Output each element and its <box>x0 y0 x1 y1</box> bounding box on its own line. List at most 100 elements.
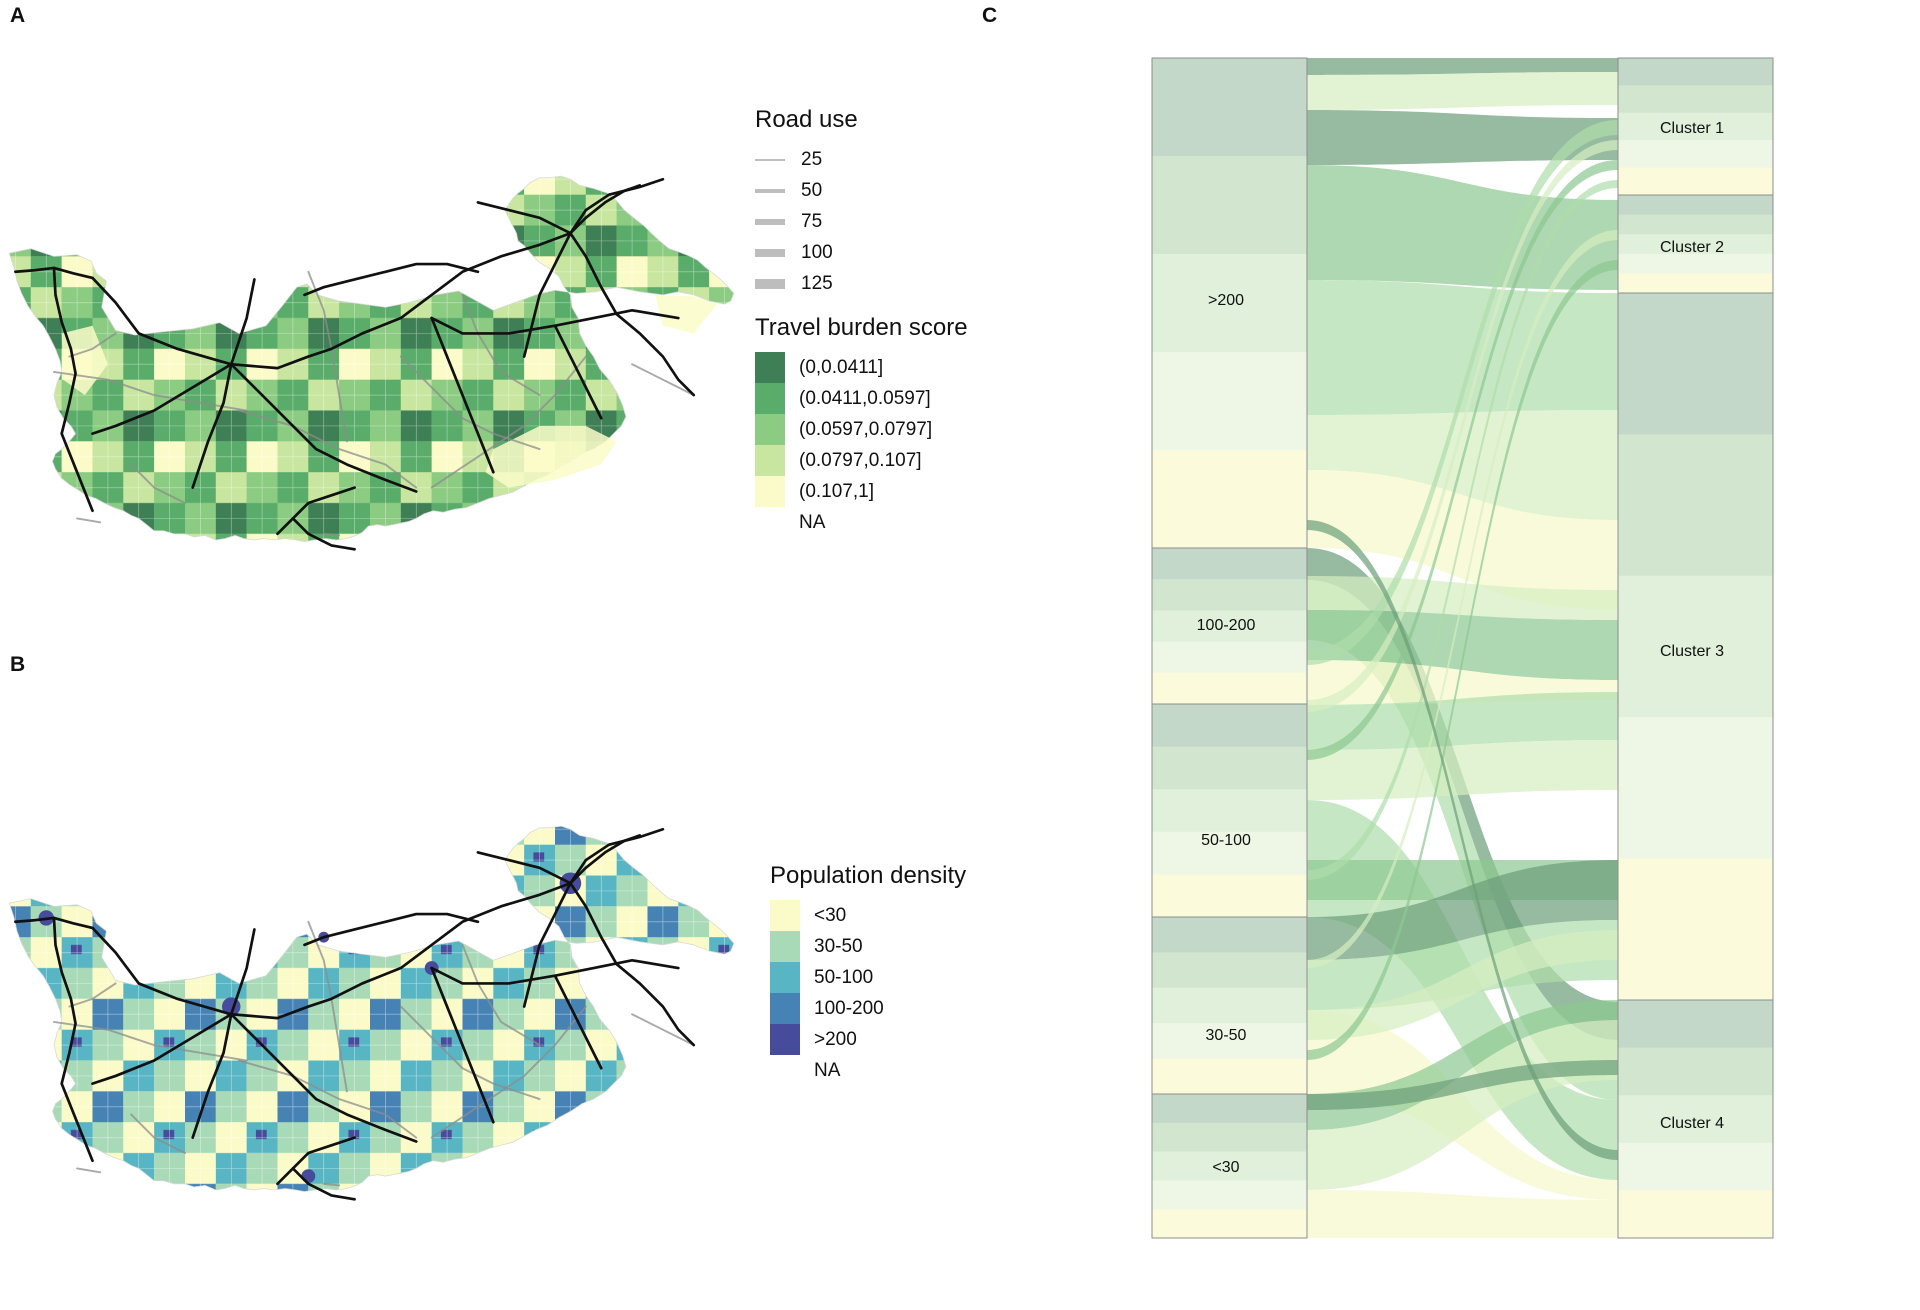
right-stratum-band <box>1618 717 1773 860</box>
color-swatch <box>755 383 785 414</box>
travel-burden-legend: Travel burden score (0,0.0411] (0.0411,0… <box>755 314 968 538</box>
left-stratum-band <box>1152 1122 1307 1153</box>
right-stratum-band <box>1618 273 1773 294</box>
road-use-legend-item: 50 <box>755 175 858 206</box>
travel-burden-label: (0,0.0411] <box>799 356 884 378</box>
left-stratum-label: <30 <box>1212 1159 1239 1176</box>
travel-burden-na-label: NA <box>799 511 826 533</box>
left-stratum-band <box>1152 610 1307 643</box>
alluvial-diagram: >200 100-200 50-100 30-50 <30 Cluster 1 … <box>1151 57 1774 1239</box>
left-stratum-band <box>1152 874 1307 918</box>
right-stratum-label: Cluster 4 <box>1660 1115 1724 1132</box>
color-swatch <box>770 993 800 1024</box>
left-stratum-band <box>1152 450 1307 549</box>
right-stratum-band <box>1618 195 1773 216</box>
road-line-swatch <box>755 278 785 289</box>
left-stratum-band <box>1152 1151 1307 1181</box>
alluvial-flow <box>1307 140 1618 712</box>
population-density-label: 30-50 <box>814 935 863 957</box>
left-stratum-band <box>1152 1058 1307 1095</box>
alluvial-flow <box>1307 160 1618 760</box>
alluvial-flow <box>1307 58 1618 75</box>
population-density-legend-item: 100-200 <box>770 993 966 1024</box>
right-stratum-band <box>1618 858 1773 1001</box>
population-density-legend-item: 50-100 <box>770 962 966 993</box>
color-swatch <box>770 931 800 962</box>
road-use-legend-item: 125 <box>755 268 858 299</box>
left-stratum-label: >200 <box>1208 292 1244 309</box>
travel-burden-legend-item: (0.0797,0.107] <box>755 445 968 476</box>
population-density-legend-item: <30 <box>770 900 966 931</box>
left-stratum-band <box>1152 254 1307 353</box>
alluvial-flows <box>1307 58 1618 1238</box>
population-density-label: <30 <box>814 904 847 926</box>
left-stratum-band <box>1152 548 1307 580</box>
left-stratum-band <box>1152 704 1307 748</box>
travel-burden-legend-item: (0.107,1] <box>755 476 968 507</box>
color-swatch <box>755 414 785 445</box>
left-stratum-band <box>1152 831 1307 875</box>
alluvial-flow <box>1307 120 1618 665</box>
right-stratum-band <box>1618 1190 1773 1239</box>
left-stratum-band <box>1152 789 1307 833</box>
right-stratum-band <box>1618 293 1773 435</box>
alluvial-flow <box>1307 1020 1618 1190</box>
right-stratum-band <box>1618 58 1773 86</box>
right-stratum-band <box>1618 1142 1773 1191</box>
left-stratum-band <box>1152 917 1307 953</box>
alluvial-flow <box>1307 110 1618 165</box>
left-stratum-band <box>1152 1209 1307 1239</box>
left-stratum-band <box>1152 672 1307 705</box>
left-stratum-band <box>1152 579 1307 611</box>
road-use-legend: Road use 25 50 75 100 125 <box>755 106 858 299</box>
travel-burden-legend-item: (0.0597,0.0797] <box>755 414 968 445</box>
travel-burden-legend-na: NA <box>755 507 968 538</box>
left-stratum-band <box>1152 1023 1307 1060</box>
population-density-legend: Population density <30 30-50 50-100 100-… <box>770 862 966 1086</box>
population-density-legend-title: Population density <box>770 862 967 889</box>
left-stratum-band <box>1152 987 1307 1024</box>
right-stratum-band <box>1618 253 1773 274</box>
road-use-legend-item: 75 <box>755 206 858 237</box>
alluvial-flow <box>1307 610 1618 680</box>
color-swatch <box>755 352 785 383</box>
color-swatch <box>770 962 800 993</box>
color-swatch <box>755 445 785 476</box>
color-swatch <box>755 476 785 507</box>
panel-label-c: C <box>982 4 998 27</box>
road-use-label: 125 <box>801 272 833 294</box>
panel-label-a: A <box>10 4 26 27</box>
left-stratum-label: 50-100 <box>1201 832 1251 849</box>
right-stratum-band <box>1618 167 1773 196</box>
panel-label-b: B <box>10 653 26 676</box>
population-density-na-label: NA <box>814 1059 841 1081</box>
color-swatch <box>770 900 800 931</box>
left-stratum-band <box>1152 952 1307 989</box>
travel-burden-legend-item: (0.0411,0.0597] <box>755 383 968 414</box>
alluvial-flow <box>1307 520 1618 1160</box>
travel-burden-legend-item: (0,0.0411] <box>755 352 968 383</box>
road-use-label: 50 <box>801 179 823 201</box>
right-stratum-band <box>1618 85 1773 114</box>
alluvial-stratum-frames <box>1151 57 1774 1239</box>
left-stratum-frame <box>1151 1093 1308 1239</box>
road-use-legend-item: 25 <box>755 144 858 175</box>
alluvial-flow <box>1307 72 1618 110</box>
alluvial-flow <box>1307 1190 1618 1238</box>
travel-burden-label: (0.0411,0.0597] <box>799 387 931 409</box>
right-stratum-label: Cluster 2 <box>1660 239 1724 256</box>
road-line-swatch <box>755 188 785 193</box>
right-stratum-band <box>1618 1047 1773 1096</box>
road-use-legend-title: Road use <box>755 106 858 133</box>
left-stratum-band <box>1152 352 1307 451</box>
travel-burden-label: (0.0597,0.0797] <box>799 418 933 440</box>
left-stratum-band <box>1152 746 1307 790</box>
alluvial-flow <box>1307 1060 1618 1110</box>
alluvial-flow <box>1307 860 1618 960</box>
travel-burden-legend-title: Travel burden score <box>755 314 968 341</box>
left-stratum-label: 100-200 <box>1197 617 1256 634</box>
alluvial-flow <box>1307 692 1618 750</box>
population-density-legend-item: >200 <box>770 1024 966 1055</box>
road-use-label: 25 <box>801 148 823 170</box>
right-stratum-band <box>1618 214 1773 235</box>
